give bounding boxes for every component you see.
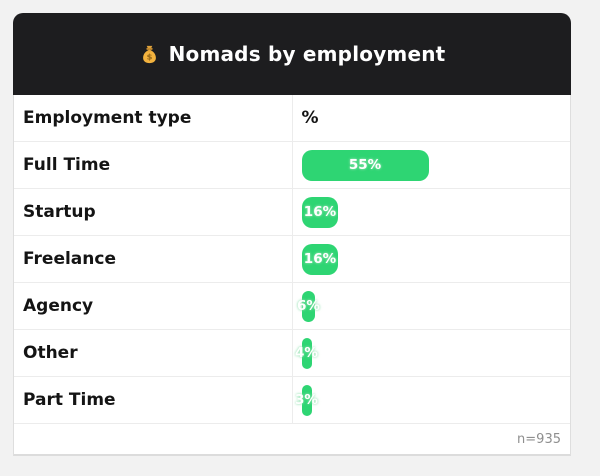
- table-footer-row: n=935: [14, 423, 570, 454]
- percent-bar: 16%: [301, 243, 339, 275]
- svg-text:$: $: [146, 51, 152, 61]
- percent-bar-label: 3%: [295, 392, 318, 408]
- table-row: Full Time 55%: [14, 141, 570, 189]
- column-header-employment-type: Employment type: [14, 95, 293, 142]
- percent-cell: 6%: [292, 282, 570, 330]
- money-bag-icon: $: [139, 44, 160, 65]
- employment-table-container: Employment type % Full Time 55% Startup: [13, 95, 571, 456]
- percent-bar: 55%: [301, 149, 429, 181]
- table-row: Agency 6%: [14, 282, 570, 330]
- percent-bar: 3%: [295, 384, 318, 416]
- percent-cell: 4%: [292, 329, 570, 377]
- employment-type-cell: Other: [14, 329, 293, 377]
- percent-cell: 16%: [292, 188, 570, 236]
- percent-bar-label: 16%: [303, 251, 337, 267]
- employment-type-cell: Part Time: [14, 376, 293, 424]
- employment-type-cell: Startup: [14, 188, 293, 236]
- table-row: Other 4%: [14, 329, 570, 377]
- percent-bar-label: 4%: [295, 345, 318, 361]
- percent-bar-label: 6%: [296, 298, 320, 314]
- percent-cell: 3%: [292, 376, 570, 424]
- percent-bar-label: 16%: [303, 204, 337, 220]
- table-row: Startup 16%: [14, 188, 570, 236]
- employment-table: Employment type % Full Time 55% Startup: [14, 95, 570, 454]
- percent-bar-label: 55%: [348, 157, 382, 173]
- percent-bar: 4%: [295, 337, 318, 369]
- employment-type-cell: Freelance: [14, 235, 293, 283]
- employment-type-cell: Agency: [14, 282, 293, 330]
- percent-cell: 55%: [292, 141, 570, 189]
- percent-cell: 16%: [292, 235, 570, 283]
- percent-bar: 16%: [301, 196, 339, 228]
- percent-bar: 6%: [297, 290, 320, 322]
- column-header-percent: %: [301, 108, 319, 128]
- employment-type-cell: Full Time: [14, 141, 293, 189]
- sample-size: n=935: [14, 423, 570, 454]
- table-row: Freelance 16%: [14, 235, 570, 283]
- card-title: Nomads by employment: [168, 42, 446, 66]
- employment-stats-card: $ Nomads by employment Employment type %…: [13, 13, 571, 456]
- table-row: Part Time 3%: [14, 376, 570, 424]
- card-header: $ Nomads by employment: [13, 13, 571, 95]
- table-header-row: Employment type %: [14, 95, 570, 142]
